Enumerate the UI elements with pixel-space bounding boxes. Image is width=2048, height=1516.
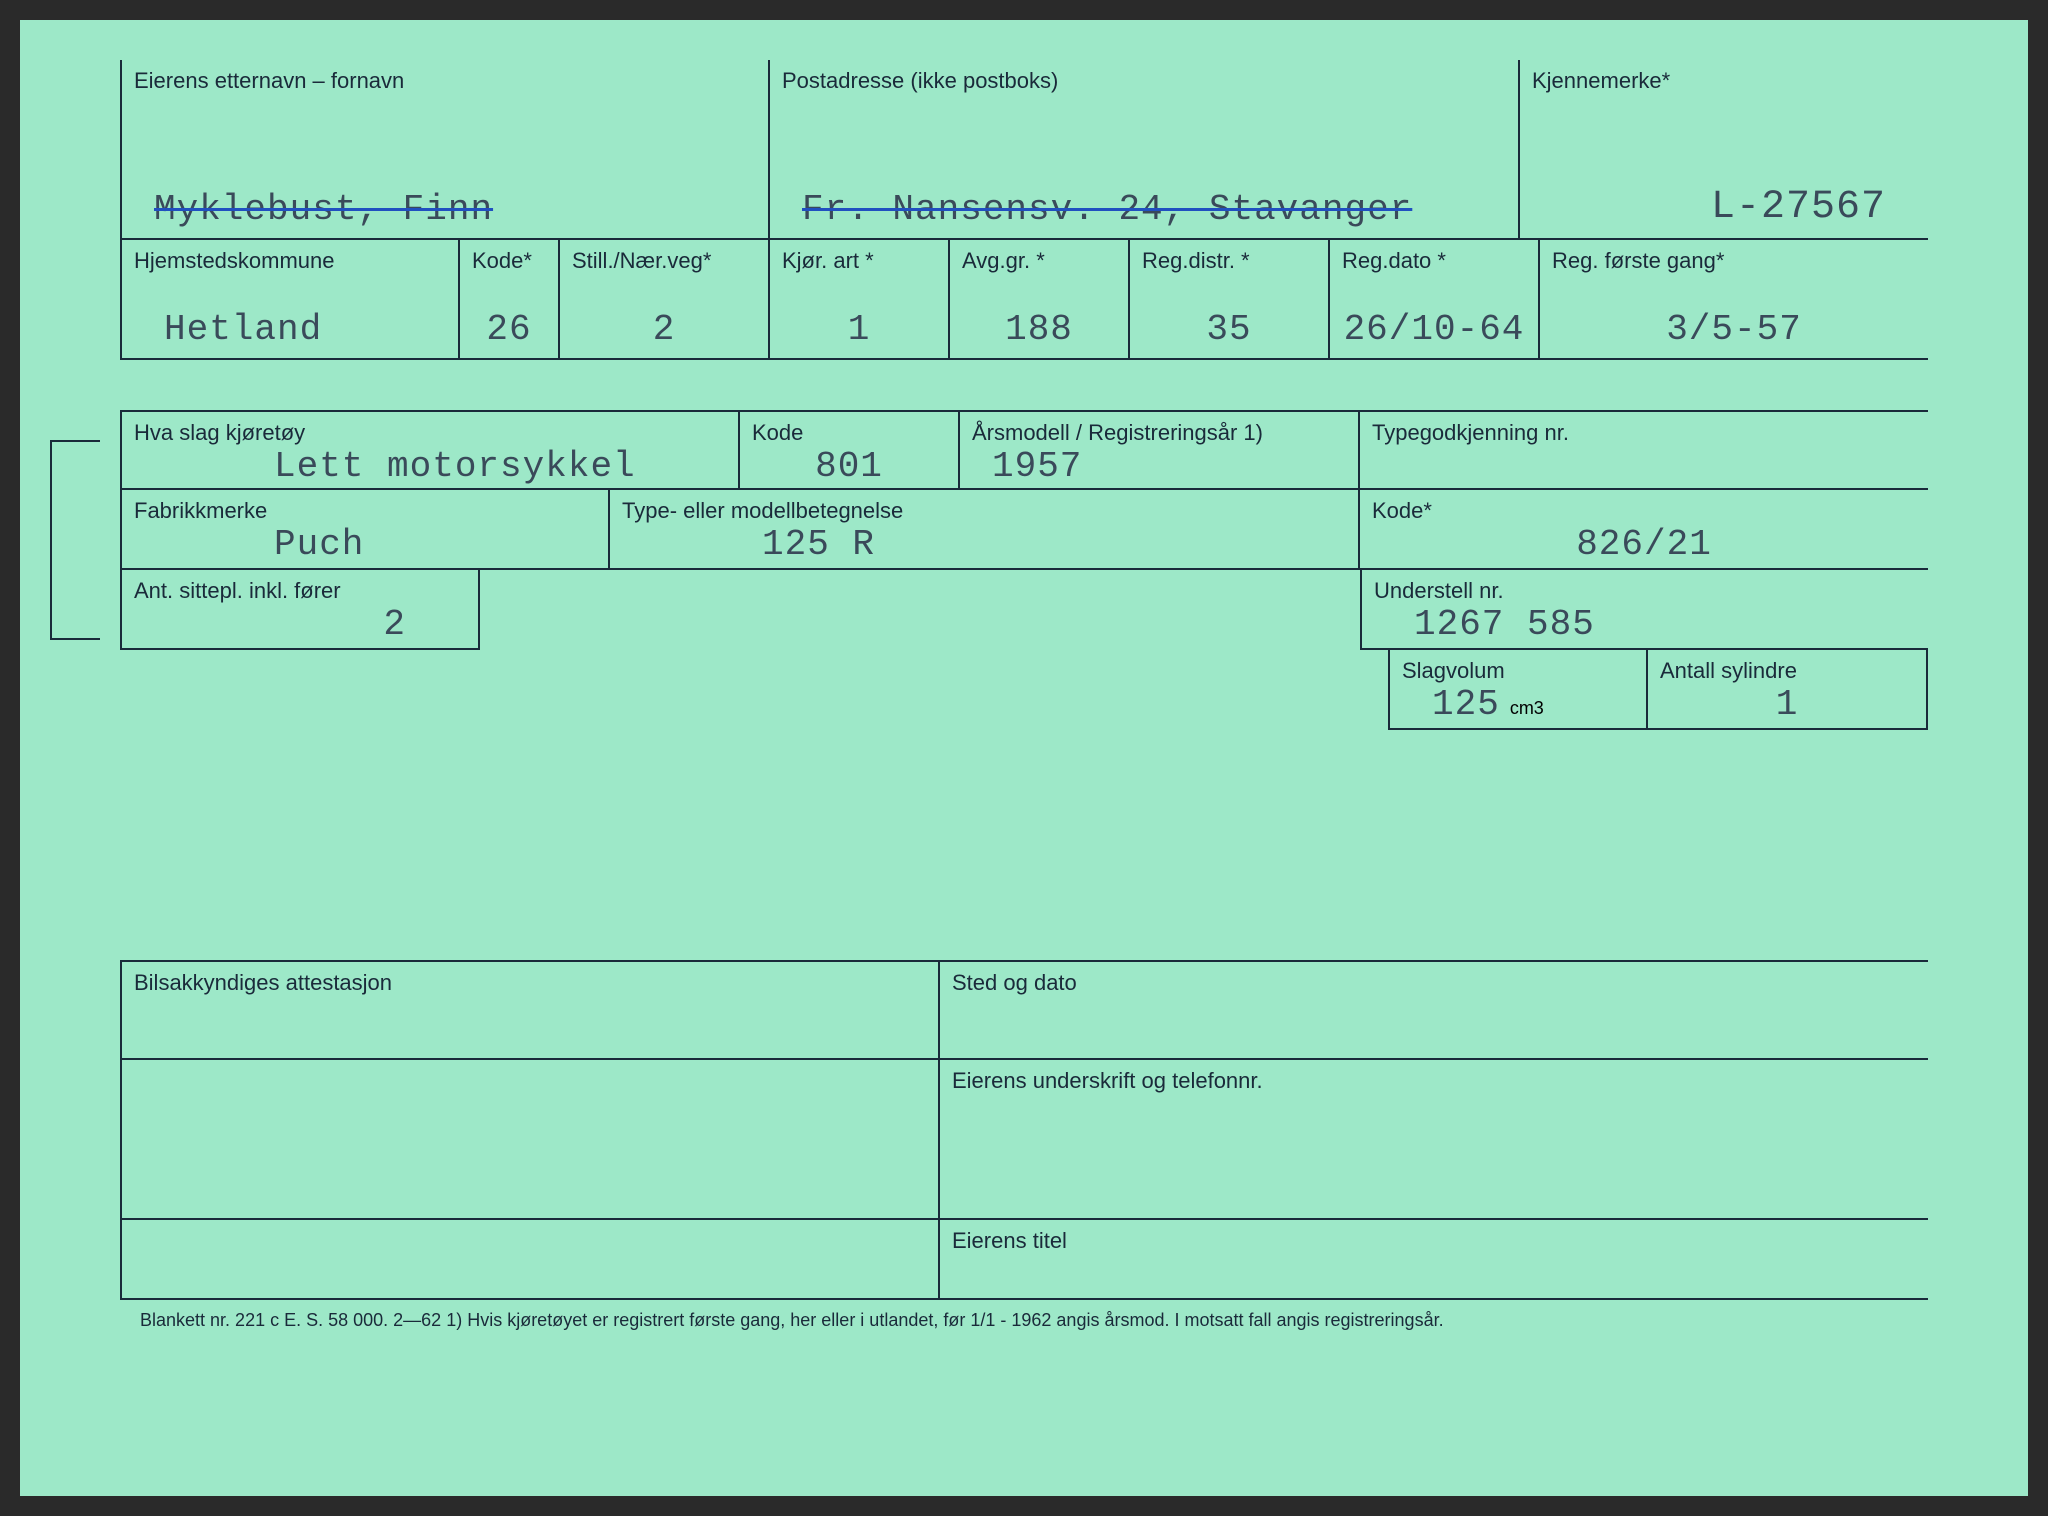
label-kode3: Kode bbox=[1372, 498, 1916, 524]
value-kjor: 1 bbox=[782, 299, 936, 350]
value-arsmodell: 1957 bbox=[972, 446, 1346, 487]
value-typemodell: 125 R bbox=[622, 524, 1346, 565]
value-slagvolum: 125 bbox=[1432, 684, 1500, 725]
value-address: Fr. Nansensv. 24, Stavanger bbox=[782, 129, 1506, 230]
field-kode1: Kode 26 bbox=[460, 240, 560, 358]
field-regdato: Reg.dato * 26/10-64 bbox=[1330, 240, 1540, 358]
label-typemodell: Type- eller modellbetegnelse bbox=[622, 498, 1346, 524]
label-slag: Hva slag kjøretøy bbox=[134, 420, 726, 446]
value-fabrikk: Puch bbox=[134, 524, 596, 565]
label-understell: Understell nr. bbox=[1374, 578, 1916, 604]
field-address: Postadresse (ikke postboks) Fr. Nansensv… bbox=[770, 60, 1520, 238]
field-attest-bottom bbox=[120, 1220, 940, 1298]
label-attest: Bilsakkyndiges attestasjon bbox=[134, 970, 926, 996]
label-cm3: cm3 bbox=[1510, 698, 1544, 719]
label-still: Still./Nær.veg bbox=[572, 248, 756, 274]
field-kjor: Kjør. art * 1 bbox=[770, 240, 950, 358]
field-regdistr: Reg.distr. * 35 bbox=[1130, 240, 1330, 358]
field-plate: Kjennemerke L-27567 bbox=[1520, 60, 1928, 238]
field-sittepl: Ant. sittepl. inkl. fører 2 bbox=[120, 570, 480, 650]
field-regforste: Reg. første gang 3/5-57 bbox=[1540, 240, 1928, 358]
field-attest-body bbox=[120, 1060, 940, 1220]
label-regdistr: Reg.distr. * bbox=[1142, 248, 1316, 274]
footer-text: Blankett nr. 221 c E. S. 58 000. 2—62 1)… bbox=[120, 1300, 1928, 1331]
label-kjor: Kjør. art * bbox=[782, 248, 936, 274]
label-plate: Kjennemerke bbox=[1532, 68, 1916, 94]
row-attest-bottom: Eierens titel bbox=[120, 1220, 1928, 1300]
field-kode3: Kode 826/21 bbox=[1360, 490, 1928, 568]
row-seats-chassis: Ant. sittepl. inkl. fører 2 Understell n… bbox=[120, 570, 1928, 650]
row-vehicle-type: Hva slag kjøretøy Lett motorsykkel Kode … bbox=[120, 410, 1928, 490]
value-plate: L-27567 bbox=[1532, 125, 1916, 230]
label-hjemsted: Hjemstedskommune bbox=[134, 248, 446, 274]
registration-card: Eierens etternavn – fornavn Myklebust, F… bbox=[20, 20, 2028, 1496]
label-sylindre: Antall sylindre bbox=[1660, 658, 1914, 684]
label-underskrift: Eierens underskrift og telefonnr. bbox=[952, 1068, 1916, 1094]
label-kode1: Kode bbox=[472, 248, 546, 274]
value-avg: 188 bbox=[962, 299, 1116, 350]
row-attest-mid: Eierens underskrift og telefonnr. bbox=[120, 1060, 1928, 1220]
field-avg: Avg.gr. * 188 bbox=[950, 240, 1130, 358]
field-typegod: Typegodkjenning nr. bbox=[1360, 412, 1928, 488]
value-regforste: 3/5-57 bbox=[1552, 299, 1916, 350]
value-sittepl: 2 bbox=[134, 604, 466, 645]
value-kode1: 26 bbox=[472, 299, 546, 350]
row-municipality: Hjemstedskommune Hetland Kode 26 Still./… bbox=[120, 240, 1928, 360]
field-underskrift: Eierens underskrift og telefonnr. bbox=[940, 1060, 1928, 1220]
field-fabrikk: Fabrikkmerke Puch bbox=[120, 490, 610, 568]
field-slagvolum: Slagvolum 125 cm3 bbox=[1388, 650, 1648, 730]
field-sted: Sted og dato bbox=[940, 962, 1928, 1058]
label-kode2: Kode bbox=[752, 420, 946, 446]
label-typegod: Typegodkjenning nr. bbox=[1372, 420, 1916, 446]
field-still: Still./Nær.veg 2 bbox=[560, 240, 770, 358]
label-sittepl: Ant. sittepl. inkl. fører bbox=[134, 578, 466, 604]
value-understell: 1267 585 bbox=[1374, 604, 1916, 645]
value-regdistr: 35 bbox=[1142, 299, 1316, 350]
label-titel: Eierens titel bbox=[952, 1228, 1916, 1254]
row-attest-top: Bilsakkyndiges attestasjon Sted og dato bbox=[120, 960, 1928, 1060]
value-kode3: 826/21 bbox=[1372, 524, 1916, 565]
label-address: Postadresse (ikke postboks) bbox=[782, 68, 1506, 94]
field-arsmodell: Årsmodell / Registreringsår 1) 1957 bbox=[960, 412, 1360, 488]
label-owner-name: Eierens etternavn – fornavn bbox=[134, 68, 756, 94]
row-make-model: Fabrikkmerke Puch Type- eller modellbete… bbox=[120, 490, 1928, 570]
value-owner-name: Myklebust, Finn bbox=[134, 129, 756, 230]
value-slag: Lett motorsykkel bbox=[134, 446, 726, 487]
field-attest: Bilsakkyndiges attestasjon bbox=[120, 962, 940, 1058]
value-hjemsted: Hetland bbox=[134, 299, 446, 350]
label-arsmodell: Årsmodell / Registreringsår 1) bbox=[972, 420, 1346, 446]
spacer bbox=[480, 570, 1360, 650]
field-owner-name: Eierens etternavn – fornavn Myklebust, F… bbox=[120, 60, 770, 238]
label-avg: Avg.gr. * bbox=[962, 248, 1116, 274]
field-typemodell: Type- eller modellbetegnelse 125 R bbox=[610, 490, 1360, 568]
field-understell: Understell nr. 1267 585 bbox=[1360, 570, 1928, 650]
label-regforste: Reg. første gang bbox=[1552, 248, 1916, 274]
value-kode2: 801 bbox=[752, 446, 946, 487]
label-fabrikk: Fabrikkmerke bbox=[134, 498, 596, 524]
value-regdato: 26/10-64 bbox=[1342, 299, 1526, 350]
label-sted: Sted og dato bbox=[952, 970, 1916, 996]
side-tab bbox=[50, 440, 100, 640]
row-engine: Slagvolum 125 cm3 Antall sylindre 1 bbox=[120, 650, 1928, 730]
field-hjemsted: Hjemstedskommune Hetland bbox=[120, 240, 460, 358]
row-owner: Eierens etternavn – fornavn Myklebust, F… bbox=[120, 60, 1928, 240]
field-slag: Hva slag kjøretøy Lett motorsykkel bbox=[120, 412, 740, 488]
label-slagvolum: Slagvolum bbox=[1402, 658, 1634, 684]
value-still: 2 bbox=[572, 299, 756, 350]
field-kode2: Kode 801 bbox=[740, 412, 960, 488]
label-regdato: Reg.dato * bbox=[1342, 248, 1526, 274]
value-sylindre: 1 bbox=[1660, 684, 1914, 725]
field-sylindre: Antall sylindre 1 bbox=[1648, 650, 1928, 730]
field-titel: Eierens titel bbox=[940, 1220, 1928, 1298]
